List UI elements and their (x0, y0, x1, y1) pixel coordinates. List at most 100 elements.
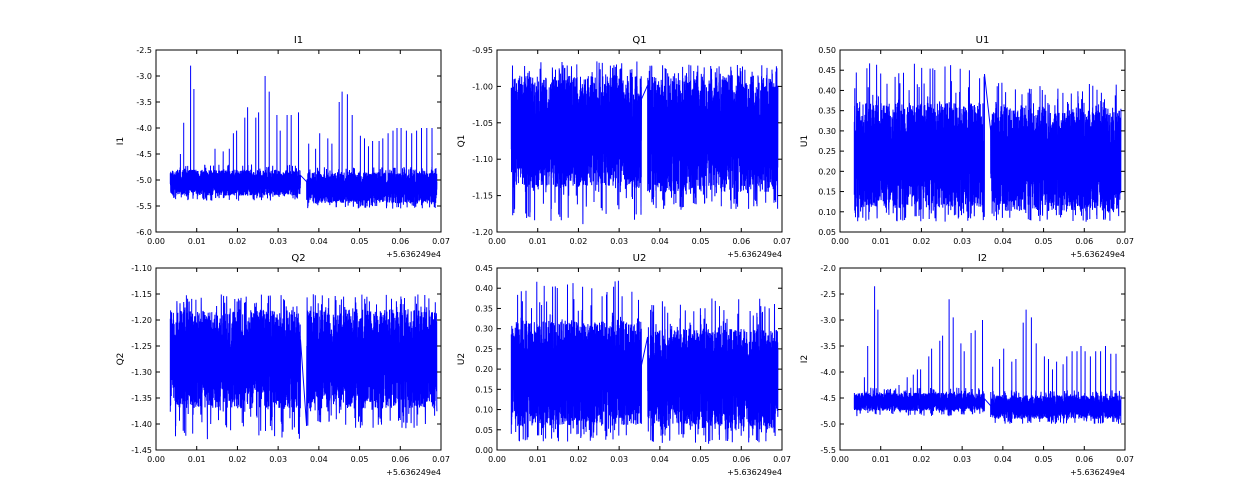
signal-line (510, 280, 779, 444)
x-tick-label: 0.07 (773, 237, 791, 246)
y-tick-label: -5.5 (820, 446, 836, 455)
x-tick-label: 0.05 (1035, 455, 1053, 464)
y-tick-label: -1.15 (131, 290, 152, 299)
x-tick-label: 0.03 (953, 237, 971, 246)
y-tick-label: -2.0 (820, 264, 836, 273)
y-tick-label: -2.5 (820, 290, 836, 299)
y-tick-label: 0.20 (818, 167, 836, 176)
x-tick-label: 0.06 (391, 455, 409, 464)
y-axis-label: Q2 (116, 353, 126, 366)
y-tick-label: 0.15 (818, 188, 836, 197)
y-tick-label: 0.45 (475, 264, 493, 273)
x-tick-label: 0.01 (872, 455, 890, 464)
x-tick-label: 0.02 (913, 237, 931, 246)
x-tick-label: 0.02 (913, 455, 931, 464)
y-tick-label: 0.45 (818, 66, 836, 75)
x-tick-label: 0.06 (732, 455, 750, 464)
x-tick-label: 0.01 (188, 455, 206, 464)
signal-line (510, 61, 779, 225)
x-offset-label: +5.636249e4 (727, 250, 782, 259)
y-tick-label: -3.0 (820, 316, 836, 325)
y-tick-label: 0.25 (818, 147, 836, 156)
subplot-q2: 0.00 0.01 0.02 0.03 0.04 0.05 0.06 0.07 -1.45 -1.… (116, 253, 450, 477)
x-tick-label: 0.03 (610, 237, 628, 246)
y-tick-label: -5.5 (136, 202, 152, 211)
signal-line (853, 63, 1122, 222)
x-tick-label: 0.07 (773, 455, 791, 464)
subplot-i1: 0.00 0.01 0.02 0.03 0.04 0.05 0.06 0.07 -6.0 -5.5… (116, 35, 450, 259)
subplot-title: U1 (976, 35, 990, 46)
y-axis-label: I2 (800, 355, 810, 363)
x-tick-label: 0.04 (651, 237, 669, 246)
x-offset-label: +5.636249e4 (1070, 250, 1125, 259)
subplot-title: I1 (294, 35, 303, 46)
y-tick-label: 0.30 (818, 127, 836, 136)
y-tick-label: -1.30 (131, 368, 152, 377)
x-tick-label: 0.02 (229, 237, 247, 246)
x-tick-label: 0.01 (529, 455, 547, 464)
y-tick-label: 0.40 (818, 86, 836, 95)
y-tick-label: -4.0 (820, 368, 836, 377)
x-tick-label: 0.01 (529, 237, 547, 246)
subplot-title: Q1 (632, 35, 646, 46)
y-tick-label: -1.35 (131, 394, 152, 403)
x-tick-label: 0.05 (1035, 237, 1053, 246)
y-tick-label: -1.05 (472, 119, 493, 128)
x-tick-label: 0.07 (1116, 237, 1134, 246)
y-tick-label: 0.40 (475, 284, 493, 293)
y-tick-label: -1.15 (472, 192, 493, 201)
x-tick-label: 0.06 (1075, 237, 1093, 246)
y-tick-label: 0.05 (475, 426, 493, 435)
y-tick-label: 0.10 (818, 208, 836, 217)
y-tick-label: -1.20 (472, 228, 493, 237)
x-tick-label: 0.05 (692, 455, 710, 464)
x-tick-label: 0.00 (488, 237, 506, 246)
x-tick-label: 0.02 (570, 455, 588, 464)
y-tick-label: -1.10 (472, 155, 493, 164)
y-tick-label: 0.10 (475, 406, 493, 415)
axes-frame (155, 49, 442, 233)
x-tick-label: 0.00 (147, 455, 165, 464)
x-tick-label: 0.01 (872, 237, 890, 246)
y-tick-label: 0.35 (818, 107, 836, 116)
x-tick-label: 0.04 (310, 455, 328, 464)
x-tick-label: 0.07 (1116, 455, 1134, 464)
x-tick-label: 0.06 (1075, 455, 1093, 464)
x-tick-label: 0.04 (310, 237, 328, 246)
y-tick-label: 0.15 (475, 385, 493, 394)
subplot-u2: 0.00 0.01 0.02 0.03 0.04 0.05 0.06 0.07 0.00 0.05… (457, 253, 791, 477)
y-axis-label: U1 (800, 135, 810, 147)
x-tick-label: 0.03 (269, 237, 287, 246)
y-tick-label: 0.00 (475, 446, 493, 455)
y-tick-label: -5.0 (136, 176, 152, 185)
y-tick-label: -1.40 (131, 420, 152, 429)
x-offset-label: +5.636249e4 (727, 468, 782, 477)
y-tick-label: 0.50 (818, 46, 836, 55)
x-tick-label: 0.03 (610, 455, 628, 464)
y-tick-label: 0.20 (475, 365, 493, 374)
x-tick-label: 0.04 (651, 455, 669, 464)
subplot-i2: 0.00 0.01 0.02 0.03 0.04 0.05 0.06 0.07 -5.5 -5.0… (800, 253, 1134, 477)
x-tick-label: 0.01 (188, 237, 206, 246)
x-tick-label: 0.02 (570, 237, 588, 246)
y-tick-label: 0.35 (475, 304, 493, 313)
subplot-title: U2 (633, 253, 647, 264)
x-tick-label: 0.00 (488, 455, 506, 464)
y-tick-label: -4.5 (820, 394, 836, 403)
x-tick-label: 0.06 (391, 237, 409, 246)
signal-line (169, 65, 438, 209)
y-tick-label: -3.5 (820, 342, 836, 351)
y-tick-label: 0.05 (818, 228, 836, 237)
subplot-u1: 0.00 0.01 0.02 0.03 0.04 0.05 0.06 0.07 0.05 0.10… (800, 35, 1134, 259)
x-offset-label: +5.636249e4 (1070, 468, 1125, 477)
x-tick-label: 0.00 (147, 237, 165, 246)
x-tick-label: 0.00 (831, 455, 849, 464)
x-tick-label: 0.07 (432, 455, 450, 464)
x-tick-label: 0.03 (953, 455, 971, 464)
y-axis-label: U2 (457, 353, 467, 365)
subplot-title: I2 (978, 253, 987, 264)
y-tick-label: -1.00 (472, 82, 493, 91)
subplot-title: Q2 (291, 253, 305, 264)
y-tick-label: -3.0 (136, 72, 152, 81)
